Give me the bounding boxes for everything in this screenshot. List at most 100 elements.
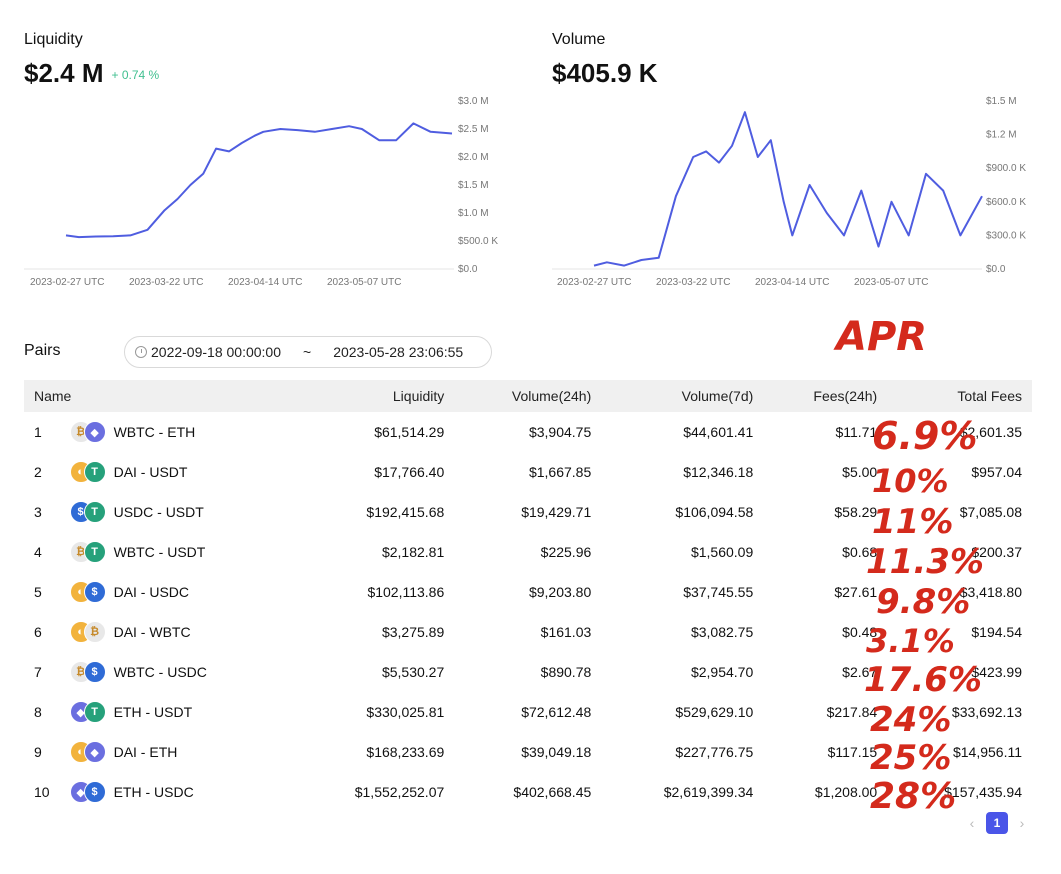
col-total-fees[interactable]: Total Fees — [957, 388, 1022, 404]
table-row[interactable]: 2 ◐ T DAI - USDT $17,766.40 $1,667.85 $12,346.… — [24, 452, 1032, 492]
cell-volume-7d: $2,954.70 — [690, 664, 754, 680]
pair-link[interactable]: ◆ T ETH - USDT — [69, 701, 283, 723]
volume-x-tick: 2023-04-14 UTC — [755, 277, 829, 288]
pair-name[interactable]: DAI - USDT — [113, 464, 188, 480]
col-name[interactable]: Name — [34, 388, 72, 404]
date-separator: ~ — [303, 344, 312, 360]
table-row[interactable]: 10 ◆ $ ETH - USDC $1,552,252.07 $402,668.45 $2… — [24, 772, 1032, 812]
row-index: 3 — [34, 504, 42, 520]
pair-name[interactable]: ETH - USDT — [113, 704, 193, 720]
pair-name[interactable]: USDC - USDT — [113, 504, 204, 520]
row-index: 8 — [34, 704, 42, 720]
pair-name[interactable]: DAI - WBTC — [113, 624, 191, 640]
liquidity-x-tick: 2023-04-14 UTC — [228, 277, 302, 288]
cell-liquidity: $330,025.81 — [366, 704, 445, 720]
pair-link[interactable]: ₿ T WBTC - USDT — [69, 541, 283, 563]
pair-cell: ◐ T DAI - USDT — [60, 452, 293, 492]
pair-name[interactable]: DAI - USDC — [113, 584, 190, 600]
liquidity-y-tick: $1.5 M — [458, 180, 489, 191]
col-volume-24h[interactable]: Volume(24h) — [511, 388, 592, 404]
cell-fees-24h: $2.67 — [842, 664, 878, 680]
col-liquidity[interactable]: Liquidity — [392, 388, 445, 404]
row-index: 2 — [34, 464, 42, 480]
cell-fees-24h: $0.68 — [842, 544, 878, 560]
pair-link[interactable]: ◐ $ DAI - USDC — [69, 581, 283, 603]
cell-total-fees: $3,418.80 — [959, 584, 1022, 600]
pair-link[interactable]: ◐ T DAI - USDT — [69, 461, 283, 483]
pair-name[interactable]: DAI - ETH — [113, 744, 178, 760]
date-to[interactable]: 2023-05-28 23:06:55 — [333, 344, 464, 360]
date-range-picker[interactable]: 2022-09-18 00:00:00 ~ 2023-05-28 23:06:5… — [124, 336, 492, 368]
page-1-button[interactable]: 1 — [986, 812, 1008, 834]
volume-value: $405.9 K — [552, 58, 658, 88]
liquidity-y-tick: $3.0 M — [458, 96, 489, 107]
volume-series-line — [593, 111, 983, 267]
cell-volume-24h: $1,667.85 — [528, 464, 592, 480]
pair-cell: ◐ ₿ DAI - WBTC — [60, 612, 293, 652]
cell-total-fees: $200.37 — [971, 544, 1022, 560]
usdc-coin-icon: $ — [83, 661, 106, 683]
pair-cell: ◆ T ETH - USDT — [60, 692, 293, 732]
liquidity-chart: $3.0 M $2.5 M $2.0 M $1.5 M $1.0 M $500.0 K $0… — [24, 96, 498, 288]
eth-coin-icon: ◆ — [83, 421, 106, 443]
liquidity-series-line — [65, 122, 453, 239]
pair-name[interactable]: WBTC - ETH — [113, 424, 196, 440]
usdc-coin-icon: $ — [83, 781, 106, 803]
next-page-icon[interactable]: › — [1019, 815, 1025, 831]
cell-fees-24h: $58.29 — [834, 504, 878, 520]
cell-total-fees: $2,601.35 — [959, 424, 1022, 440]
pair-cell: ₿ T WBTC - USDT — [60, 532, 293, 572]
apr-annotation-value: 25% — [870, 738, 952, 778]
prev-page-icon[interactable]: ‹ — [969, 815, 975, 831]
table-row[interactable]: 1 ₿ ◆ WBTC - ETH $61,514.29 $3,904.75 $44,601.… — [24, 412, 1032, 452]
usdt-coin-icon: T — [83, 541, 106, 563]
pair-link[interactable]: ₿ $ WBTC - USDC — [69, 661, 283, 683]
pair-cell: ◐ $ DAI - USDC — [60, 572, 293, 612]
pair-link[interactable]: ◐ ◆ DAI - ETH — [69, 741, 283, 763]
cell-fees-24h: $11.71 — [835, 424, 878, 440]
liquidity-x-tick: 2023-03-22 UTC — [129, 277, 203, 288]
table-row[interactable]: 9 ◐ ◆ DAI - ETH $168,233.69 $39,049.18 $227,77… — [24, 732, 1032, 772]
pair-cell: ₿ ◆ WBTC - ETH — [60, 412, 293, 452]
usdt-coin-icon: T — [83, 701, 106, 723]
liquidity-change: + 0.74 % — [111, 68, 160, 83]
volume-x-tick: 2023-03-22 UTC — [656, 277, 730, 288]
liquidity-y-tick: $1.0 M — [458, 208, 489, 219]
pair-cell: ₿ $ WBTC - USDC — [60, 652, 293, 692]
col-volume-7d[interactable]: Volume(7d) — [681, 388, 754, 404]
cell-volume-7d: $227,776.75 — [675, 744, 754, 760]
cell-fees-24h: $217.84 — [826, 704, 878, 720]
pair-link[interactable]: $ T USDC - USDT — [69, 501, 283, 523]
usdt-coin-icon: T — [83, 501, 106, 523]
cell-volume-24h: $72,612.48 — [521, 704, 592, 720]
pair-link[interactable]: ◆ $ ETH - USDC — [69, 781, 283, 803]
pair-link[interactable]: ₿ ◆ WBTC - ETH — [69, 421, 283, 443]
table-row[interactable]: 3 $ T USDC - USDT $192,415.68 $19,429.71 $106,… — [24, 492, 1032, 532]
apr-annotation-value: 6.9% — [872, 414, 978, 458]
pair-name[interactable]: WBTC - USDC — [113, 664, 207, 680]
volume-label: Volume — [552, 31, 606, 48]
table-row[interactable]: 4 ₿ T WBTC - USDT $2,182.81 $225.96 $1,560.09 $… — [24, 532, 1032, 572]
apr-annotation-value: 11.3% — [866, 542, 984, 582]
table-row[interactable]: 5 ◐ $ DAI - USDC $102,113.86 $9,203.80 $37,745… — [24, 572, 1032, 612]
col-fees-24h[interactable]: Fees(24h) — [813, 388, 878, 404]
cell-volume-24h: $402,668.45 — [513, 784, 592, 800]
usdc-coin-icon: $ — [83, 581, 106, 603]
apr-annotation-value: 24% — [870, 700, 952, 740]
date-from[interactable]: 2022-09-18 00:00:00 — [151, 344, 281, 360]
table-row[interactable]: 6 ◐ ₿ DAI - WBTC $3,275.89 $161.03 $3,082.75 $0… — [24, 612, 1032, 652]
pair-name[interactable]: ETH - USDC — [113, 784, 194, 800]
pair-link[interactable]: ◐ ₿ DAI - WBTC — [69, 621, 283, 643]
eth-coin-icon: ◆ — [83, 741, 106, 763]
cell-liquidity: $168,233.69 — [366, 744, 445, 760]
row-index: 6 — [34, 624, 42, 640]
pair-name[interactable]: WBTC - USDT — [113, 544, 206, 560]
cell-total-fees: $957.04 — [971, 464, 1022, 480]
table-row[interactable]: 8 ◆ T ETH - USDT $330,025.81 $72,612.48 $529,6… — [24, 692, 1032, 732]
cell-volume-7d: $106,094.58 — [675, 504, 754, 520]
table-row[interactable]: 7 ₿ $ WBTC - USDC $5,530.27 $890.78 $2,954.70 $… — [24, 652, 1032, 692]
table-header: Name Liquidity Volume(24h) Volume(7d) Fe… — [24, 380, 1032, 412]
pair-cell: $ T USDC - USDT — [60, 492, 293, 532]
volume-y-tick: $900.0 K — [986, 163, 1026, 174]
cell-liquidity: $1,552,252.07 — [354, 784, 445, 800]
